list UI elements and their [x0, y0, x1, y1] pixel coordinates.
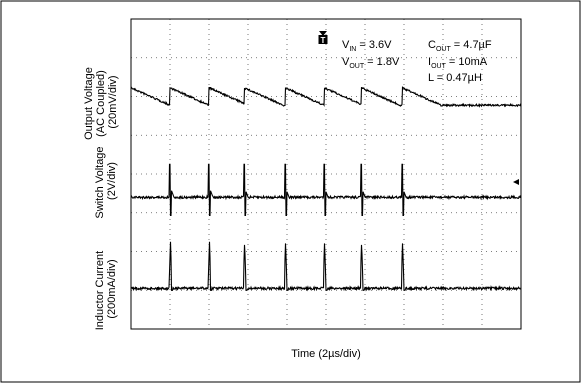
inductance-annotation: L = 0.47µH	[428, 72, 482, 84]
output-voltage-label: Output Voltage (AC Coupled) (20mV/div)	[83, 64, 119, 140]
ground-level-arrow-icon	[513, 179, 519, 185]
switch-voltage-label: Switch Voltage (2V/div)	[94, 143, 118, 218]
vout-annotation: VOUT = 1.8V	[342, 56, 400, 70]
trace-switch-voltage	[130, 163, 522, 216]
vin-annotation: VIN = 3.6V	[342, 39, 392, 53]
x-axis-label: Time (2µs/div)	[291, 348, 361, 360]
iout-annotation: IOUT = 10mA	[428, 56, 488, 70]
inductor-current-label: Inductor Current (200mA/div)	[94, 248, 118, 331]
trigger-marker: T	[318, 31, 328, 45]
trace-inductor-current	[131, 241, 522, 292]
cout-annotation: COUT = 4.7µF	[428, 39, 492, 53]
trace-output-voltage	[130, 86, 522, 108]
plot-area	[130, 18, 522, 330]
scope-grid	[131, 19, 521, 329]
waveform-traces	[130, 86, 522, 292]
trigger-arrow-icon	[319, 31, 327, 36]
y-axis-labels: Output Voltage (AC Coupled) (20mV/div) S…	[83, 64, 119, 331]
trigger-box	[318, 35, 328, 44]
trigger-label: T	[321, 36, 326, 45]
annotations: VIN = 3.6V VOUT = 1.8V COUT = 4.7µF IOUT…	[342, 39, 492, 84]
